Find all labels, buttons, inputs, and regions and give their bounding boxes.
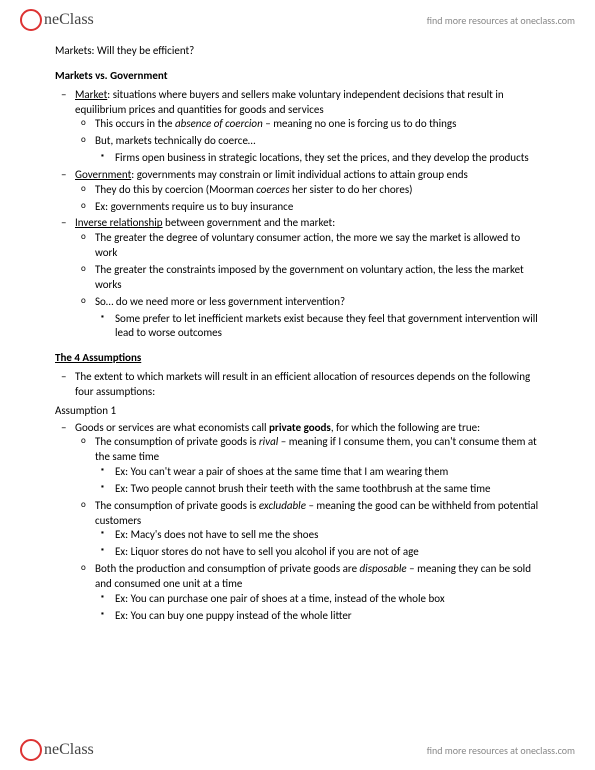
- disp-item: Both the production and consumption of p…: [95, 562, 540, 623]
- inv-sub2: The greater the constraints imposed by t…: [95, 263, 540, 293]
- section1-heading: Markets vs. Government: [55, 69, 540, 84]
- footer-logo-circle-icon: [20, 739, 42, 761]
- s2-intro: The extent to which markets will result …: [75, 370, 540, 400]
- m-sub1c: – meaning no one is forcing us to do thi…: [263, 117, 457, 130]
- disp-ex2: Ex: You can buy one puppy instead of the…: [115, 609, 540, 624]
- section1-list: Market: situations where buyers and sell…: [55, 88, 540, 342]
- brand-logo: neClass: [20, 9, 94, 31]
- a1-main-b: private goods: [269, 421, 331, 434]
- gov-sub1: They do this by coercion (Moorman coerce…: [95, 183, 540, 198]
- disp-b: disposable: [360, 562, 407, 575]
- rival-a: The consumption of private goods is: [95, 435, 259, 448]
- market-sub1: This occurs in the absence of coercion –…: [95, 117, 540, 132]
- inv-sub1: The greater the degree of voluntary cons…: [95, 231, 540, 261]
- gov-sub2: Ex: governments require us to buy insura…: [95, 200, 540, 215]
- m-sub1b: absence of coercion: [175, 117, 263, 130]
- rival-ex2: Ex: Two people cannot brush their teeth …: [115, 482, 540, 497]
- section2-heading: The 4 Assumptions: [55, 351, 540, 366]
- a1-main-a: Goods or services are what economists ca…: [75, 421, 269, 434]
- section2-intro-list: The extent to which markets will result …: [55, 370, 540, 400]
- assumption1-list: Goods or services are what economists ca…: [55, 421, 540, 624]
- rival-b: rival: [259, 435, 278, 448]
- g-sub1c: her sister to do her chores): [290, 183, 413, 196]
- excl-item: The consumption of private goods is excl…: [95, 499, 540, 560]
- footer-brand-text: neClass: [44, 741, 94, 759]
- page-title: Markets: Will they be efficient?: [55, 44, 540, 59]
- g-sub1b: coerces: [256, 183, 289, 196]
- market-sub2-1: Firms open business in strategic locatio…: [115, 151, 540, 166]
- header-tagline: find more resources at oneclass.com: [427, 14, 575, 27]
- gov-item: Government: governments may constrain or…: [75, 168, 540, 215]
- market-sub2: But, markets technically do coerce…: [95, 134, 540, 149]
- gov-label: Government: [75, 168, 131, 181]
- rival-item: The consumption of private goods is riva…: [95, 435, 540, 496]
- gov-def: : governments may constrain or limit ind…: [131, 168, 468, 181]
- inv-def: between government and the market:: [163, 216, 336, 229]
- page-footer: neClass find more resources at oneclass.…: [0, 730, 595, 770]
- page-header: neClass find more resources at oneclass.…: [0, 0, 595, 40]
- assumption1-label: Assumption 1: [55, 404, 540, 419]
- market-label: Market: [75, 88, 107, 101]
- excl-b: excludable: [259, 499, 306, 512]
- logo-circle-icon: [20, 9, 42, 31]
- footer-logo: neClass: [20, 739, 94, 761]
- inv-sub3-1: Some prefer to let inefficient markets e…: [115, 312, 540, 342]
- m-sub1a: This occurs in the: [95, 117, 175, 130]
- brand-text: neClass: [44, 11, 94, 29]
- market-def: : situations where buyers and sellers ma…: [75, 88, 504, 116]
- disp-a: Both the production and consumption of p…: [95, 562, 360, 575]
- footer-tagline: find more resources at oneclass.com: [427, 744, 575, 757]
- excl-a: The consumption of private goods is: [95, 499, 259, 512]
- inv-label: Inverse relationship: [75, 216, 163, 229]
- g-sub1a: They do this by coercion (Moorman: [95, 183, 256, 196]
- document-body: Markets: Will they be efficient? Markets…: [0, 40, 595, 630]
- market-item: Market: situations where buyers and sell…: [75, 88, 540, 166]
- a1-main-c: , for which the following are true:: [331, 421, 480, 434]
- excl-ex2: Ex: Liquor stores do not have to sell yo…: [115, 545, 540, 560]
- rival-ex1: Ex: You can't wear a pair of shoes at th…: [115, 465, 540, 480]
- excl-ex1: Ex: Macy's does not have to sell me the …: [115, 528, 540, 543]
- inv-sub3: So… do we need more or less government i…: [95, 295, 540, 310]
- a1-main: Goods or services are what economists ca…: [75, 421, 540, 624]
- inverse-item: Inverse relationship between government …: [75, 216, 540, 341]
- disp-ex1: Ex: You can purchase one pair of shoes a…: [115, 592, 540, 607]
